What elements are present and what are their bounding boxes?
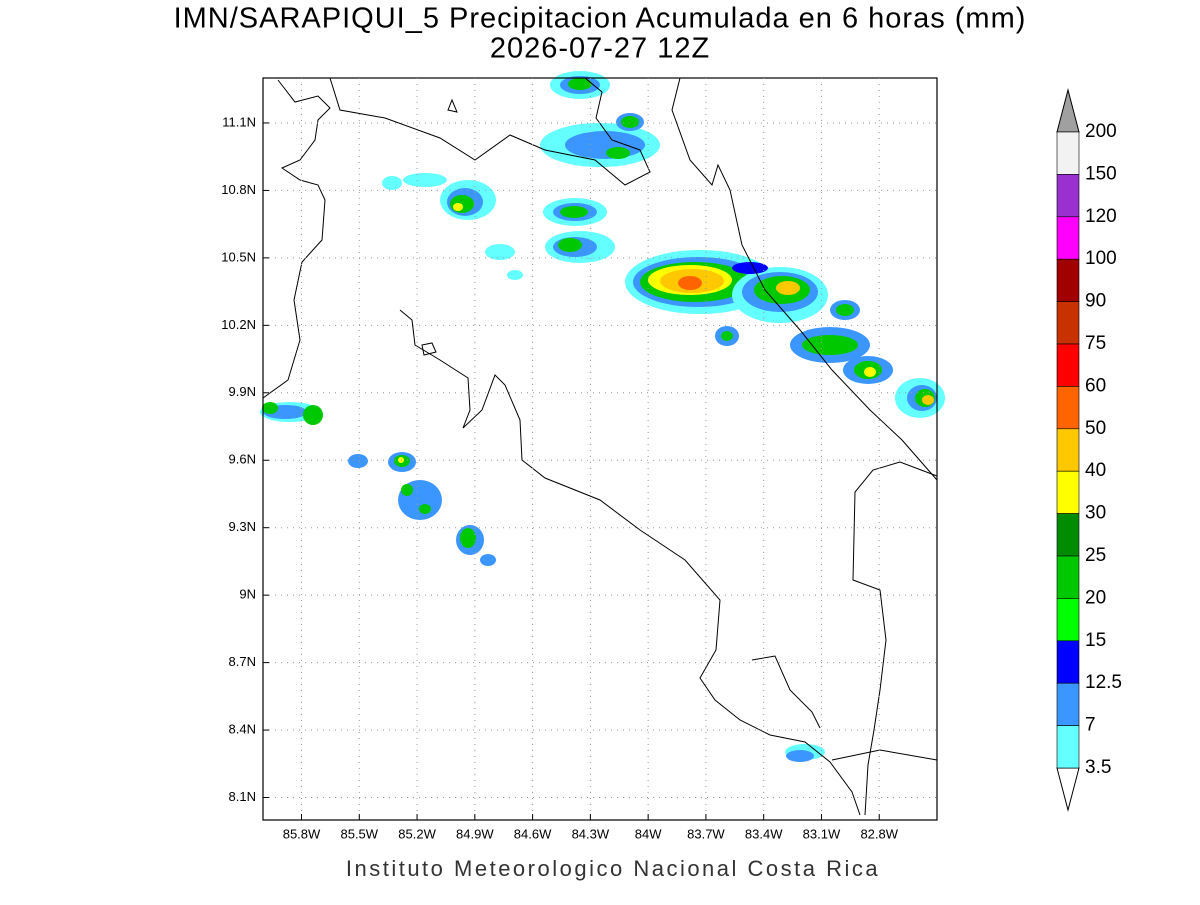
colorbar-box: [1056, 216, 1080, 260]
y-tick-label: 8.4N: [229, 721, 256, 736]
footer: Instituto Meteorologico Nacional Costa R…: [346, 856, 880, 881]
x-tick-label: 85.8W: [283, 826, 321, 841]
colorbar-over: [1056, 88, 1080, 133]
x-tick-label: 84.3W: [572, 826, 610, 841]
colorbar-label: 50: [1085, 418, 1106, 439]
colorbar-box: [1056, 598, 1080, 642]
colorbar-label: 200: [1085, 121, 1117, 142]
x-tick-label: 84.6W: [514, 826, 552, 841]
colorbar-label: 3.5: [1085, 757, 1111, 778]
colorbar-label: 20: [1085, 587, 1106, 608]
y-tick-label: 9.9N: [229, 384, 256, 399]
x-tick-label: 83.1W: [803, 826, 841, 841]
x-tick-label: 84.9W: [456, 826, 494, 841]
precip-field: [260, 71, 945, 762]
colorbar-label: 30: [1085, 503, 1106, 524]
colorbar-box: [1056, 131, 1080, 175]
colorbar-label: 150: [1085, 163, 1117, 184]
y-tick-label: 10.2N: [221, 317, 256, 332]
map-frame: [262, 77, 938, 821]
colorbar-box: [1056, 555, 1080, 599]
y-tick-label: 8.7N: [229, 654, 256, 669]
colorbar-box: [1056, 640, 1080, 684]
colorbar-box: [1056, 470, 1080, 514]
colorbar-box: [1056, 725, 1080, 769]
colorbar-box: [1056, 682, 1080, 726]
colorbar-box: [1056, 343, 1080, 387]
x-tick-label: 82.8W: [860, 826, 898, 841]
colorbar-label: 25: [1085, 545, 1106, 566]
y-tick-label: 10.5N: [221, 249, 256, 264]
colorbar-label: 90: [1085, 291, 1106, 312]
colorbar-under: [1056, 767, 1080, 812]
y-tick-label: 10.8N: [221, 182, 256, 197]
colorbar-label: 100: [1085, 248, 1117, 269]
colorbar-label: 75: [1085, 333, 1106, 354]
colorbar-label: 7: [1085, 715, 1096, 736]
x-tick-label: 83.7W: [687, 826, 725, 841]
x-tick-label: 84W: [635, 826, 662, 841]
y-tick-label: 11.1N: [222, 114, 256, 129]
colorbar-label: 12.5: [1085, 672, 1122, 693]
subtitle: 2026-07-27 12Z: [490, 33, 710, 65]
x-tick-label: 85.2W: [398, 826, 436, 841]
colorbar-label: 120: [1085, 206, 1117, 227]
y-tick-label: 9N: [239, 587, 256, 602]
y-tick-label: 9.3N: [229, 519, 256, 534]
colorbar-box: [1056, 428, 1080, 472]
y-tick-label: 8.1N: [229, 789, 256, 804]
x-tick-label: 83.4W: [745, 826, 783, 841]
colorbar-box: [1056, 513, 1080, 557]
colorbar-label: 40: [1085, 460, 1106, 481]
title: IMN/SARAPIQUI_5 Precipitacion Acumulada …: [174, 3, 1027, 35]
colorbar-box: [1056, 301, 1080, 345]
colorbar-label: 60: [1085, 375, 1106, 396]
coastlines: [262, 77, 938, 816]
colorbar-box: [1056, 174, 1080, 218]
colorbar-box: [1056, 386, 1080, 430]
colorbar-box: [1056, 258, 1080, 302]
x-tick-label: 85.5W: [340, 826, 378, 841]
y-tick-label: 9.6N: [229, 452, 256, 467]
colorbar-label: 15: [1085, 630, 1106, 651]
